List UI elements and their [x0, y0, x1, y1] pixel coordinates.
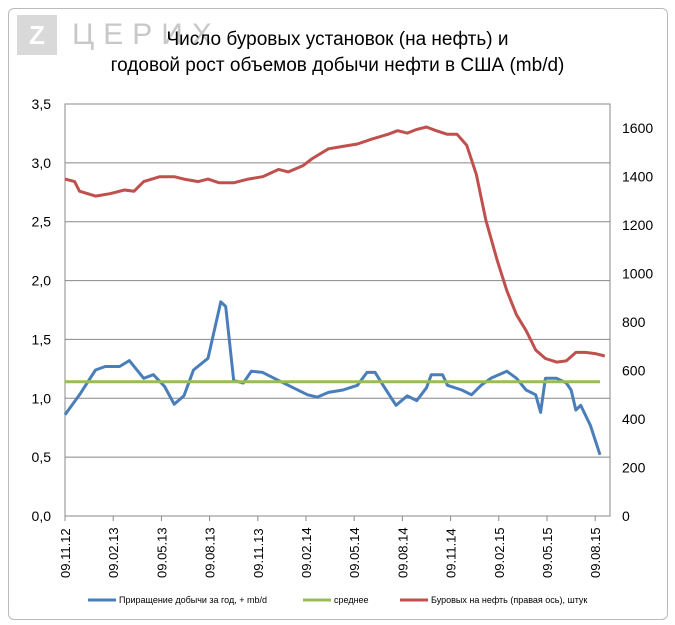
- x-tick-label: 09.02.15: [492, 527, 507, 578]
- y-right-tick-label: 1600: [622, 120, 653, 136]
- logo-mark: Z: [17, 15, 57, 55]
- y-right-tick-label: 1200: [622, 217, 653, 233]
- y-left-tick-label: 3,0: [32, 155, 52, 171]
- x-tick-label: 09.02.14: [299, 527, 314, 578]
- x-tick-label: 09.05.15: [540, 527, 555, 578]
- y-left-tick-label: 1,5: [32, 331, 52, 347]
- y-right-tick-label: 600: [622, 363, 646, 379]
- y-right-tick-label: 400: [622, 411, 646, 427]
- y-left-tick-label: 2,5: [32, 214, 52, 230]
- x-tick-label: 09.08.15: [588, 527, 603, 578]
- legend-label: Приращение добычи за год, + mb/d: [119, 595, 267, 605]
- y-left-tick-label: 1,0: [32, 390, 52, 406]
- x-tick-label: 09.08.14: [395, 527, 410, 578]
- y-right-tick-label: 800: [622, 314, 646, 330]
- x-tick-label: 09.05.14: [347, 527, 362, 578]
- y-left-tick-label: 0,5: [32, 449, 52, 465]
- y-left-tick-label: 0,0: [32, 508, 52, 524]
- logo-text: ЦЕРИХ: [72, 18, 221, 51]
- x-tick-label: 09.08.13: [203, 527, 218, 578]
- y-right-tick-label: 1400: [622, 169, 653, 185]
- series-line-0: [63, 300, 602, 456]
- y-right-tick-label: 200: [622, 460, 646, 476]
- legend-label: Буровых на нефть (правая ось), штук: [431, 595, 587, 605]
- plot-border: [64, 103, 611, 517]
- x-tick-label: 09.11.12: [58, 528, 73, 578]
- x-tick-label: 09.11.14: [444, 528, 459, 578]
- chart-area[interactable]: [8, 8, 668, 620]
- legend-label: среднее: [334, 595, 369, 605]
- x-tick-label: 09.11.13: [251, 528, 266, 578]
- chart-title-line1: Число буровых установок (на нефть) и: [166, 29, 509, 50]
- y-right-tick-label: 0: [622, 508, 630, 524]
- y-left-tick-label: 2,0: [32, 273, 52, 289]
- series-line-2: [64, 125, 606, 364]
- y-left-tick-label: 3,5: [32, 96, 52, 112]
- y-right-tick-label: 1000: [622, 266, 653, 282]
- x-tick-label: 09.05.13: [154, 527, 169, 578]
- chart-title-line2: годовой рост объемов добычи нефти в США …: [110, 55, 565, 76]
- x-tick-label: 09.02.13: [106, 527, 121, 578]
